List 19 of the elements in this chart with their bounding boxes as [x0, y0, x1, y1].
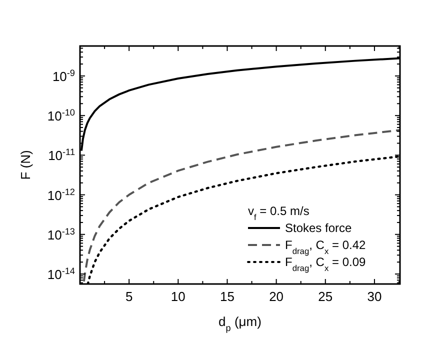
y-tick-label: 10$^{-13}$ — [47, 226, 75, 242]
x-tick-label: 10 — [170, 289, 186, 304]
y-axis-title: F (N) — [18, 150, 33, 180]
x-tick-label: 25 — [318, 289, 333, 304]
legend-label: F$_{drag}$, C$_{x}$ = 0.42 — [285, 238, 366, 256]
x-axis-title: d$_{p}$ (μm) — [218, 314, 262, 333]
x-tick-label: 5 — [125, 289, 133, 304]
line-series — [82, 129, 400, 282]
legend-label: Stokes force — [285, 221, 352, 235]
legend-title: v$_{f}$ = 0.5 m/s — [248, 204, 310, 222]
y-tick-label: 10$^{-11}$ — [48, 147, 75, 164]
y-tick-label: 10$^{-10}$ — [47, 108, 75, 124]
x-tick-label: 30 — [367, 289, 382, 304]
x-tick-label: 15 — [220, 289, 234, 304]
x-tick-label: 20 — [269, 289, 284, 304]
y-tick-label: 10$^{-12}$ — [47, 186, 75, 203]
y-tick-label: 10$^{-9}$ — [52, 68, 75, 84]
y-tick-label: 10$^{-14}$ — [47, 266, 75, 282]
legend-label: F$_{drag}$, C$_{x}$ = 0.09 — [285, 255, 366, 273]
